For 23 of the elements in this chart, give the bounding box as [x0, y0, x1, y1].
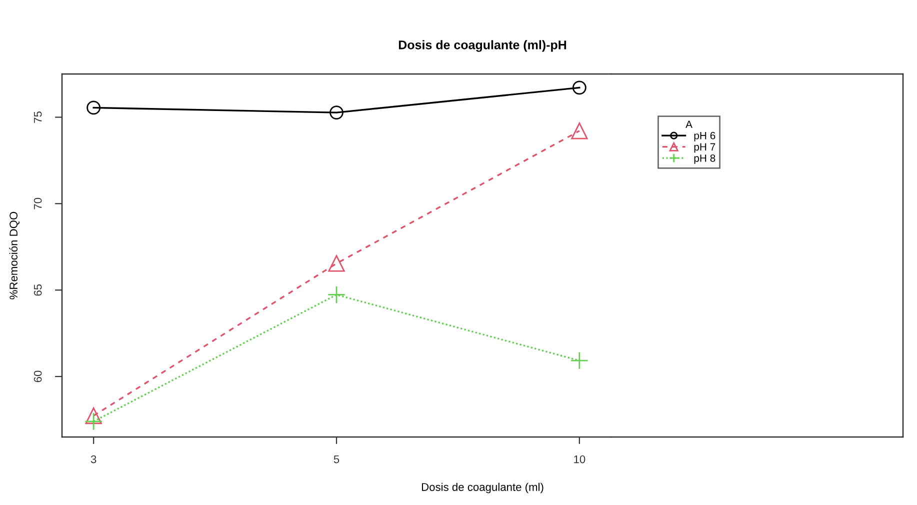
point [330, 106, 344, 120]
legend-label: pH 7 [694, 143, 716, 153]
point [571, 122, 588, 140]
chart-title: Dosis de coagulante (ml)-pH [398, 40, 566, 52]
point [85, 407, 102, 424]
x-tick-label: 5 [334, 455, 340, 464]
legend-title: A [686, 120, 692, 128]
point [328, 255, 345, 272]
y-tick-label: 70 [34, 198, 42, 210]
point [327, 286, 346, 304]
point [570, 352, 588, 370]
legend-label: pH 6 [694, 132, 716, 142]
y-axis-title: %Remoción DQO [9, 212, 20, 300]
x-tick-label: 10 [574, 455, 586, 464]
x-tick-label: 3 [90, 455, 96, 464]
point [86, 100, 101, 115]
y-tick-label: 75 [34, 112, 42, 123]
legend-label: pH 8 [694, 154, 716, 164]
x-axis-title: Dosis de coagulante (ml) [422, 482, 544, 494]
y-tick-label: 60 [34, 370, 42, 382]
point [572, 80, 586, 95]
y-tick-label: 65 [34, 284, 42, 296]
point [84, 412, 103, 430]
